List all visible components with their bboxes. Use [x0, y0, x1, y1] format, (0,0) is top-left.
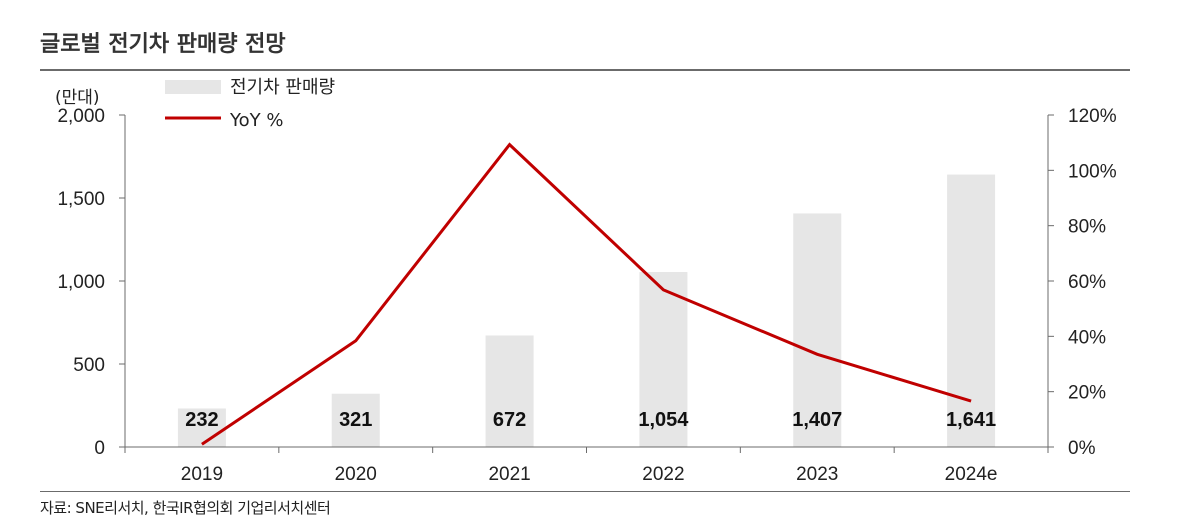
legend-label-line: YoY % — [229, 110, 283, 131]
bar-value-label: 1,054 — [638, 409, 689, 431]
legend-swatch-bar — [165, 80, 221, 94]
right-tick-label: 120% — [1068, 106, 1117, 127]
legend-label-bar: 전기차 판매량 — [230, 77, 335, 98]
x-tick-label: 2020 — [335, 464, 377, 485]
bottom-divider — [40, 491, 1130, 492]
left-tick-label: 2,000 — [57, 106, 105, 127]
bar-value-label: 1,407 — [792, 409, 842, 431]
bar-2024e — [947, 174, 996, 447]
right-tick-label: 0% — [1068, 438, 1096, 459]
chart-title: 글로벌 전기차 판매량 전망 — [40, 32, 286, 57]
bar-2019 — [177, 408, 226, 447]
left-tick-label: 500 — [73, 355, 105, 376]
bar-value-label: 1,641 — [946, 409, 996, 431]
bar-value-label: 672 — [493, 409, 526, 431]
x-tick-label: 2021 — [488, 464, 530, 485]
bar-value-label: 321 — [339, 409, 372, 431]
right-tick-label: 20% — [1068, 383, 1106, 404]
x-tick-label: 2022 — [642, 464, 684, 485]
right-tick-label: 100% — [1068, 161, 1117, 182]
right-tick-label: 60% — [1068, 272, 1106, 293]
left-axis-unit: (만대) — [55, 88, 100, 108]
left-tick-label: 0 — [94, 438, 105, 459]
x-tick-label: 2024e — [945, 464, 998, 485]
bar-value-label: 232 — [185, 409, 218, 431]
bar-2020 — [331, 393, 380, 447]
top-divider — [40, 69, 1130, 71]
left-tick-label: 1,000 — [57, 272, 105, 293]
yoy-line — [201, 142, 972, 446]
source-note: 자료: SNE리서치, 한국IR협의회 기업리서치센터 — [40, 499, 331, 517]
right-tick-label: 40% — [1068, 327, 1106, 348]
x-tick-label: 2019 — [181, 464, 223, 485]
right-tick-label: 80% — [1068, 217, 1106, 238]
bar-2023 — [793, 213, 842, 447]
x-tick-label: 2023 — [796, 464, 838, 485]
bar-2022 — [639, 272, 688, 447]
bar-2021 — [485, 335, 534, 447]
left-tick-label: 1,500 — [57, 189, 105, 210]
